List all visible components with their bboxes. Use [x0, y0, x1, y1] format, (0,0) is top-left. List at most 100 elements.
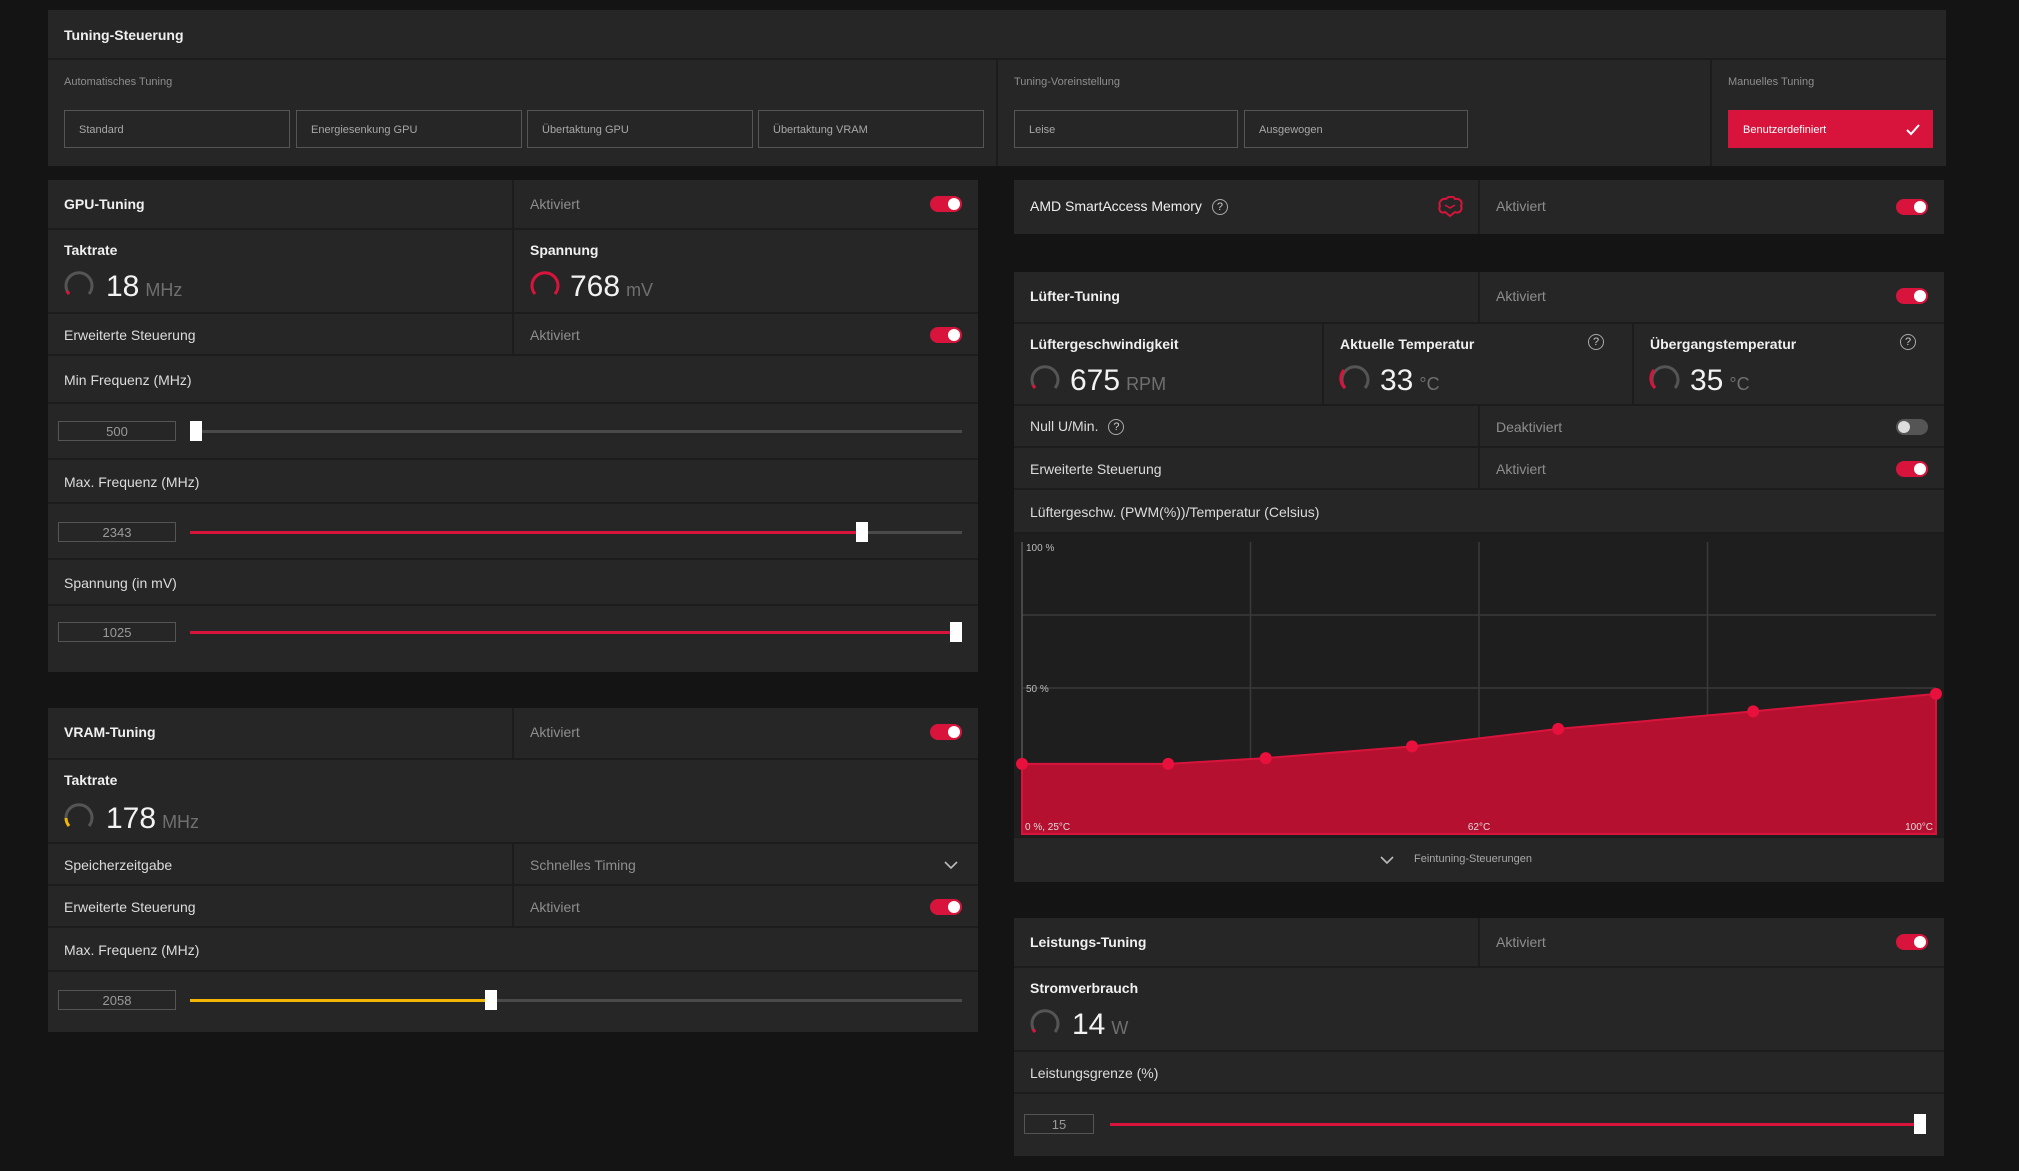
power-limit-input[interactable]: 15 [1024, 1114, 1094, 1134]
fine-tuning-row[interactable]: Feintuning-Steuerungen [1014, 836, 1944, 882]
gpu-voltage-thumb[interactable] [950, 622, 962, 642]
chevron-down-icon [1380, 856, 1394, 864]
gpu-tuning-toggle[interactable] [930, 196, 962, 212]
vram-tuning-toggle[interactable] [930, 724, 962, 740]
fan-advanced-toggle[interactable] [1896, 461, 1928, 477]
vram-max-freq-input[interactable]: 2058 [58, 990, 176, 1010]
fan-curve-label: Lüftergeschw. (PWM(%))/Temperatur (Celsi… [1030, 504, 1320, 520]
vram-clock-gauge-icon [64, 803, 94, 827]
chart-data-point[interactable] [1747, 705, 1760, 718]
gpu-tuning-panel: GPU-Tuning Aktiviert Taktrate 18 MHz Span… [48, 180, 978, 672]
vram-max-freq-slider[interactable] [190, 990, 962, 1010]
manual-custom-button[interactable]: Benutzerdefiniert [1728, 110, 1933, 148]
gpu-clock-label: Taktrate [64, 242, 118, 258]
gpu-clock-readout: 18 MHz [106, 270, 182, 304]
vram-timing-value: Schnelles Timing [530, 857, 636, 873]
help-icon[interactable]: ? [1588, 334, 1604, 350]
gpu-voltage-gauge-icon [530, 271, 560, 295]
gpu-advanced-toggle[interactable] [930, 327, 962, 343]
power-limit-slider[interactable] [1110, 1114, 1926, 1134]
chart-y-tick-label: 100 % [1026, 543, 1054, 554]
zero-rpm-toggle[interactable] [1896, 419, 1928, 435]
chart-area-series [1021, 692, 1937, 835]
vram-clock-label: Taktrate [64, 772, 118, 788]
tuning-control-body: Automatisches Tuning Standard Energiesen… [48, 58, 1946, 166]
gpu-min-freq-header: Min Frequenz (MHz) [48, 354, 978, 404]
chart-data-point[interactable] [1162, 757, 1175, 770]
vram-clock-unit: MHz [162, 812, 200, 832]
junction-temp-readout: 35 °C [1690, 364, 1750, 398]
gpu-voltage-unit: mV [626, 280, 654, 300]
vram-timing-row: Speicherzeitgabe Schnelles Timing [48, 842, 978, 886]
fan-advanced-row: Erweiterte Steuerung Aktiviert [1014, 446, 1944, 490]
chart-x-tick-label: 100°C [1905, 822, 1933, 833]
gpu-min-freq-input[interactable]: 500 [58, 421, 176, 441]
gpu-tuning-title: GPU-Tuning [64, 196, 145, 212]
chart-data-point[interactable] [1259, 752, 1272, 765]
zero-rpm-label: Null U/Min.? [1030, 418, 1125, 436]
gpu-clock-value: 18 [106, 270, 140, 303]
vram-max-freq-thumb[interactable] [485, 990, 498, 1010]
vram-timing-dropdown[interactable]: Schnelles Timing [514, 844, 978, 886]
fan-curve-chart[interactable]: 100 % 50 % 0 %, 25°C 62°C 100°C [1014, 534, 1944, 838]
current-temp-value: 33 [1380, 364, 1414, 397]
gpu-min-freq-thumb[interactable] [190, 421, 202, 441]
gpu-max-freq-slider[interactable] [190, 522, 962, 542]
auto-tuning-overclock-vram-button[interactable]: Übertaktung VRAM [758, 110, 984, 148]
gpu-min-freq-slider[interactable] [190, 421, 962, 441]
power-tuning-toggle[interactable] [1896, 934, 1928, 950]
help-icon[interactable]: ? [1108, 419, 1125, 436]
vram-clock-readout: 178 MHz [106, 802, 199, 836]
vram-advanced-status: Aktiviert [530, 899, 580, 915]
fine-tuning-label: Feintuning-Steuerungen [1414, 853, 1533, 865]
gpu-voltage-control: 1025 [48, 604, 978, 672]
preset-tuning-label: Tuning-Voreinstellung [1014, 76, 1120, 88]
fan-speed-unit: RPM [1126, 374, 1167, 394]
chart-data-point[interactable] [1930, 687, 1942, 700]
brain-icon [1438, 196, 1463, 218]
gpu-max-freq-thumb[interactable] [855, 522, 868, 542]
vram-advanced-toggle[interactable] [930, 899, 962, 915]
auto-tuning-undervolt-button[interactable]: Energiesenkung GPU [296, 110, 522, 148]
gpu-voltage-value: 768 [570, 270, 621, 303]
vram-tuning-panel: VRAM-Tuning Aktiviert Taktrate 178 MHz Sp… [48, 708, 978, 1032]
fan-metrics-row: Lüftergeschwindigkeit 675 RPM Aktuelle Te… [1014, 322, 1944, 406]
gpu-advanced-label: Erweiterte Steuerung [64, 327, 196, 343]
current-temp-gauge-icon [1339, 365, 1370, 390]
sam-toggle[interactable] [1896, 199, 1928, 215]
preset-balanced-button[interactable]: Ausgewogen [1244, 110, 1468, 148]
gpu-max-freq-input[interactable]: 2343 [58, 522, 176, 542]
help-icon[interactable]: ? [1211, 199, 1228, 216]
chart-data-point[interactable] [1552, 722, 1565, 735]
power-limit-header: Leistungsgrenze (%) [1014, 1050, 1944, 1094]
auto-tuning-standard-button[interactable]: Standard [64, 110, 290, 148]
power-tuning-title: Leistungs-Tuning [1030, 934, 1147, 950]
fan-tuning-toggle[interactable] [1896, 288, 1928, 304]
gpu-voltage-input[interactable]: 1025 [58, 622, 176, 642]
gpu-voltage-slider[interactable] [190, 622, 962, 642]
chart-x-tick-label: 0 %, 25°C [1025, 822, 1070, 833]
chevron-down-icon [944, 861, 958, 869]
vram-clock-value: 178 [106, 802, 157, 835]
chart-data-point[interactable] [1016, 757, 1028, 770]
chart-y-tick-label: 50 % [1026, 684, 1049, 695]
sam-status: Aktiviert [1496, 198, 1546, 214]
chart-data-point[interactable] [1405, 740, 1418, 753]
power-limit-thumb[interactable] [1914, 1114, 1926, 1134]
chart-x-tick-label: 62°C [1468, 822, 1490, 833]
fan-tuning-title: Lüfter-Tuning [1030, 288, 1120, 304]
gpu-max-freq-header: Max. Frequenz (MHz) [48, 458, 978, 504]
junction-temp-gauge-icon [1649, 365, 1680, 390]
vram-max-freq-header: Max. Frequenz (MHz) [48, 926, 978, 972]
power-consumption-label: Stromverbrauch [1030, 980, 1139, 996]
auto-tuning-overclock-gpu-button[interactable]: Übertaktung GPU [527, 110, 753, 148]
gpu-advanced-status: Aktiviert [530, 327, 580, 343]
preset-quiet-button[interactable]: Leise [1014, 110, 1238, 148]
help-icon[interactable]: ? [1900, 334, 1916, 350]
vram-advanced-label: Erweiterte Steuerung [64, 899, 196, 915]
vram-max-freq-label: Max. Frequenz (MHz) [64, 942, 200, 958]
manual-custom-label: Benutzerdefiniert [1743, 124, 1827, 136]
power-limit-control: 15 [1014, 1092, 1944, 1156]
current-temp-label: Aktuelle Temperatur [1340, 336, 1475, 352]
auto-tuning-label: Automatisches Tuning [64, 76, 173, 88]
